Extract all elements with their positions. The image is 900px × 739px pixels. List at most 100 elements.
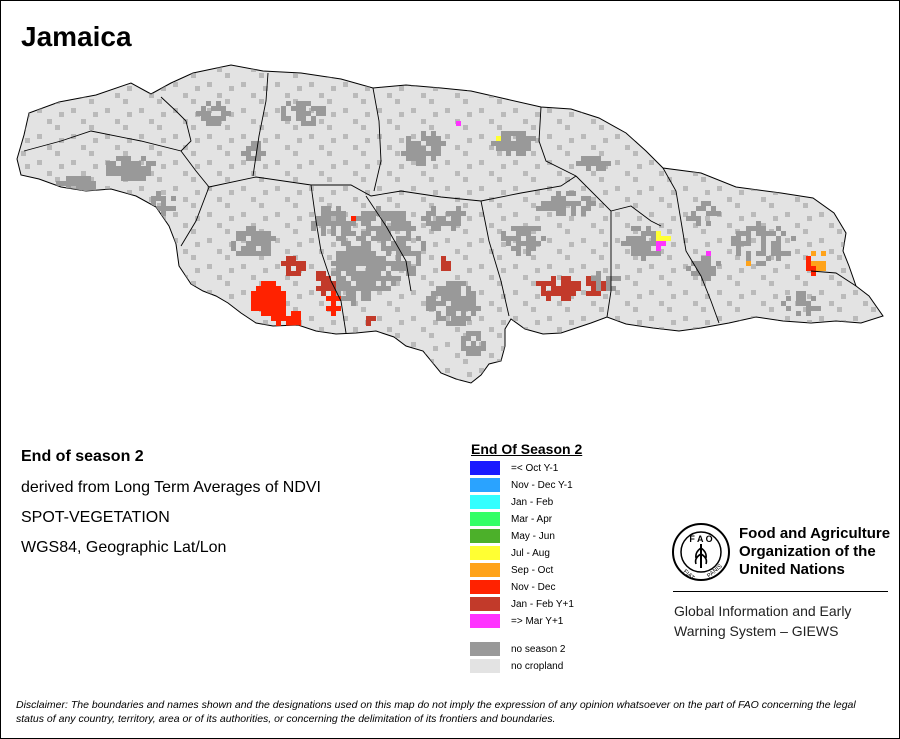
map-cell [321, 216, 326, 221]
map-cell [366, 251, 371, 256]
map-cell [581, 196, 586, 201]
map-cell [531, 241, 536, 246]
map-cell [596, 281, 601, 286]
map-cell [206, 121, 211, 126]
map-cell [711, 211, 716, 216]
map-cell [451, 211, 456, 216]
map-cell [696, 261, 701, 266]
map-cell [126, 166, 131, 171]
map-cell [571, 281, 576, 286]
map-cell [286, 101, 291, 106]
map-cell [401, 226, 406, 231]
map-cell [561, 276, 566, 281]
map-cell [766, 256, 771, 261]
map-cell [801, 291, 806, 296]
map-cell [606, 281, 611, 286]
map-cell [611, 286, 616, 291]
map-cell [351, 261, 356, 266]
map-cell [561, 286, 566, 291]
map-cell [511, 236, 516, 241]
map-cell [401, 266, 406, 271]
map-cell [651, 251, 656, 256]
map-cell [811, 251, 816, 256]
map-cell [761, 226, 766, 231]
legend-item: no season 2 [470, 642, 566, 656]
map-cell [251, 231, 256, 236]
map-cell [716, 261, 721, 266]
map-cell [256, 296, 261, 301]
map-cell [556, 191, 561, 196]
legend-item: Nov - Dec Y-1 [470, 478, 573, 492]
map-cell [416, 156, 421, 161]
map-cell [121, 176, 126, 181]
map-cell [201, 116, 206, 121]
map-cell [586, 281, 591, 286]
map-cell [531, 246, 536, 251]
map-cell [361, 251, 366, 256]
map-cell [251, 306, 256, 311]
map-cell [471, 351, 476, 356]
map-cell [311, 121, 316, 126]
legend-label: Jul - Aug [511, 547, 550, 559]
map-cell [266, 286, 271, 291]
map-cell [331, 286, 336, 291]
map-cell [691, 271, 696, 276]
map-cell [71, 176, 76, 181]
map-cell [251, 246, 256, 251]
map-cell [416, 161, 421, 166]
map-cell [771, 251, 776, 256]
map-cell [446, 221, 451, 226]
map-cell [271, 306, 276, 311]
map-cell [471, 306, 476, 311]
map-cell [266, 306, 271, 311]
map-cell [406, 261, 411, 266]
map-cell [356, 236, 361, 241]
map-cell [131, 171, 136, 176]
map-cell [341, 256, 346, 261]
map-cell [201, 111, 206, 116]
map-cell [456, 301, 461, 306]
map-cell [511, 146, 516, 151]
map-cell [341, 261, 346, 266]
map-cell [341, 296, 346, 301]
map-cell [306, 101, 311, 106]
map-cell [631, 226, 636, 231]
map-cell [366, 221, 371, 226]
map-cell [131, 176, 136, 181]
map-cell [281, 301, 286, 306]
map-cell [631, 251, 636, 256]
map-cell [86, 181, 91, 186]
map-cell [326, 211, 331, 216]
map-cell [271, 316, 276, 321]
map-cell [156, 191, 161, 196]
map-cell [421, 136, 426, 141]
map-cell [381, 246, 386, 251]
map-cell [301, 121, 306, 126]
map-cell [351, 301, 356, 306]
map-cell [471, 311, 476, 316]
map-cell [91, 186, 96, 191]
map-cell [691, 211, 696, 216]
map-cell [331, 301, 336, 306]
map-cell [516, 131, 521, 136]
map-cell [256, 156, 261, 161]
map-cell [626, 241, 631, 246]
map-cell [251, 156, 256, 161]
map-cell [401, 216, 406, 221]
map-cell [461, 336, 466, 341]
legend-label: Nov - Dec [511, 581, 556, 593]
map-cell [301, 261, 306, 266]
map-cell [296, 106, 301, 111]
map-cell [476, 336, 481, 341]
map-cell [566, 291, 571, 296]
map-cell [496, 136, 501, 141]
map-cell [421, 216, 426, 221]
map-cell [631, 246, 636, 251]
legend-swatch [470, 461, 500, 475]
map-cell [736, 251, 741, 256]
map-cell [396, 256, 401, 261]
map-cell [701, 271, 706, 276]
map-cell [736, 246, 741, 251]
map-cell [351, 266, 356, 271]
map-cell [366, 316, 371, 321]
